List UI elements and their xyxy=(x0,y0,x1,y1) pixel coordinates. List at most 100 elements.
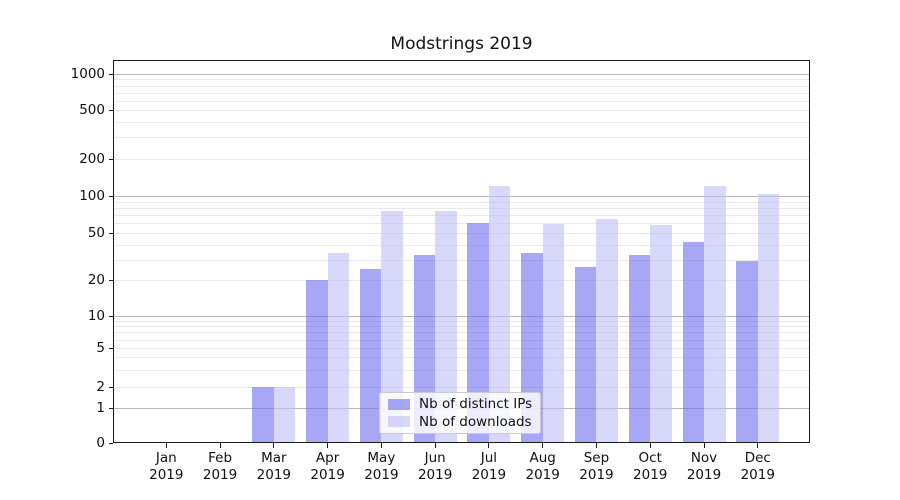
gridline-major xyxy=(113,196,810,197)
y-tick-label: 500 xyxy=(79,102,105,118)
gridline-minor xyxy=(113,92,810,94)
legend-label: Nb of downloads xyxy=(419,413,532,430)
gridline-minor xyxy=(113,100,810,102)
y-tick-label: 100 xyxy=(79,188,105,204)
bar-ips-mar xyxy=(252,387,274,443)
bar-downloads-jul xyxy=(488,186,511,443)
gridline-minor xyxy=(113,339,810,341)
y-tick-label: 5 xyxy=(96,340,105,356)
x-tick xyxy=(488,443,490,448)
gridline-minor xyxy=(113,259,810,261)
gridline-minor xyxy=(113,233,810,235)
y-tick xyxy=(108,196,113,197)
gridline-minor xyxy=(113,79,810,81)
y-tick-label: 0 xyxy=(96,435,105,451)
y-tick-label: 1 xyxy=(96,400,105,416)
x-tick-label: Sep 2019 xyxy=(579,450,614,483)
gridline-minor xyxy=(113,201,810,203)
y-tick xyxy=(108,387,113,388)
x-tick xyxy=(165,443,167,448)
legend-item: Nb of downloads xyxy=(388,414,532,430)
x-tick xyxy=(595,443,597,448)
plot-area xyxy=(113,60,810,443)
legend-swatch-ips xyxy=(388,398,410,410)
bar-ips-nov xyxy=(682,242,704,443)
bar-downloads-oct xyxy=(650,225,672,443)
x-tick xyxy=(380,443,382,448)
gridline-major xyxy=(113,74,810,75)
gridline-minor xyxy=(113,326,810,328)
x-tick xyxy=(327,443,329,448)
y-tick xyxy=(108,74,113,75)
gridline-minor xyxy=(113,208,810,209)
bar-downloads-dec xyxy=(757,194,780,443)
legend-swatch-downloads xyxy=(388,416,410,428)
y-tick-label: 200 xyxy=(79,151,105,167)
x-tick-label: Apr 2019 xyxy=(310,450,345,483)
x-tick-label: Feb 2019 xyxy=(202,450,238,483)
bar-ips-jul xyxy=(467,223,489,443)
bar-ips-apr xyxy=(306,280,328,443)
y-tick xyxy=(108,443,113,444)
y-tick-label: 50 xyxy=(87,225,105,242)
gridline-minor xyxy=(113,387,810,388)
gridline-minor xyxy=(113,244,810,246)
x-tick-label: Jul 2019 xyxy=(471,450,507,483)
x-tick-label: Dec 2019 xyxy=(740,450,775,483)
gridline-minor xyxy=(113,369,810,371)
y-tick xyxy=(108,280,113,282)
gridline-minor xyxy=(113,320,810,322)
bar-downloads-aug xyxy=(542,224,565,443)
x-tick-label: Jun 2019 xyxy=(417,450,453,483)
bar-downloads-apr xyxy=(327,253,350,443)
x-tick-label: Oct 2019 xyxy=(633,450,668,483)
bar-ips-sep xyxy=(574,266,597,443)
x-tick-label: Jan 2019 xyxy=(149,450,184,483)
bar-downloads-jun xyxy=(435,210,457,443)
x-tick xyxy=(542,443,544,448)
bar-downloads-sep xyxy=(596,219,618,443)
y-tick xyxy=(108,348,113,349)
x-tick xyxy=(649,443,651,448)
chart-title: Modstrings 2019 xyxy=(390,34,533,54)
gridline-minor xyxy=(113,159,810,160)
bar-downloads-mar xyxy=(273,387,296,443)
bar-downloads-nov xyxy=(704,186,726,443)
y-tick-label: 10 xyxy=(87,308,105,324)
gridline-minor xyxy=(113,110,810,111)
gridline-minor xyxy=(113,121,810,123)
gridline-minor xyxy=(113,357,810,359)
x-tick xyxy=(273,443,275,448)
gridline-minor xyxy=(113,85,810,87)
x-tick-label: Mar 2019 xyxy=(256,450,291,483)
y-tick-label: 2 xyxy=(96,379,105,395)
y-tick xyxy=(108,233,113,235)
legend: Nb of distinct IPs Nb of downloads xyxy=(379,392,541,434)
gridline-minor xyxy=(113,348,810,349)
y-tick-label: 1000 xyxy=(70,66,105,82)
x-tick xyxy=(219,443,221,448)
gridline-minor xyxy=(113,137,810,139)
bar-ips-may xyxy=(359,268,382,443)
y-tick xyxy=(108,316,113,317)
x-tick-label: Nov 2019 xyxy=(686,450,722,483)
y-tick xyxy=(108,159,113,160)
legend-item: Nb of distinct IPs xyxy=(388,396,532,412)
y-tick-label: 20 xyxy=(87,272,105,289)
bar-ips-oct xyxy=(628,254,651,443)
x-tick-label: May 2019 xyxy=(364,450,399,483)
gridline-major xyxy=(113,316,810,317)
x-tick-label: Aug 2019 xyxy=(525,450,560,483)
gridline-minor xyxy=(113,223,810,225)
y-tick xyxy=(108,408,113,409)
x-tick xyxy=(703,443,705,448)
x-tick xyxy=(757,443,759,448)
gridline-minor xyxy=(113,280,810,282)
bar-downloads-may xyxy=(381,210,403,443)
gridline-minor xyxy=(113,215,810,217)
legend-label: Nb of distinct IPs xyxy=(419,396,533,413)
gridline-minor xyxy=(113,332,810,334)
y-tick xyxy=(108,110,113,111)
bar-ips-dec xyxy=(736,261,758,443)
